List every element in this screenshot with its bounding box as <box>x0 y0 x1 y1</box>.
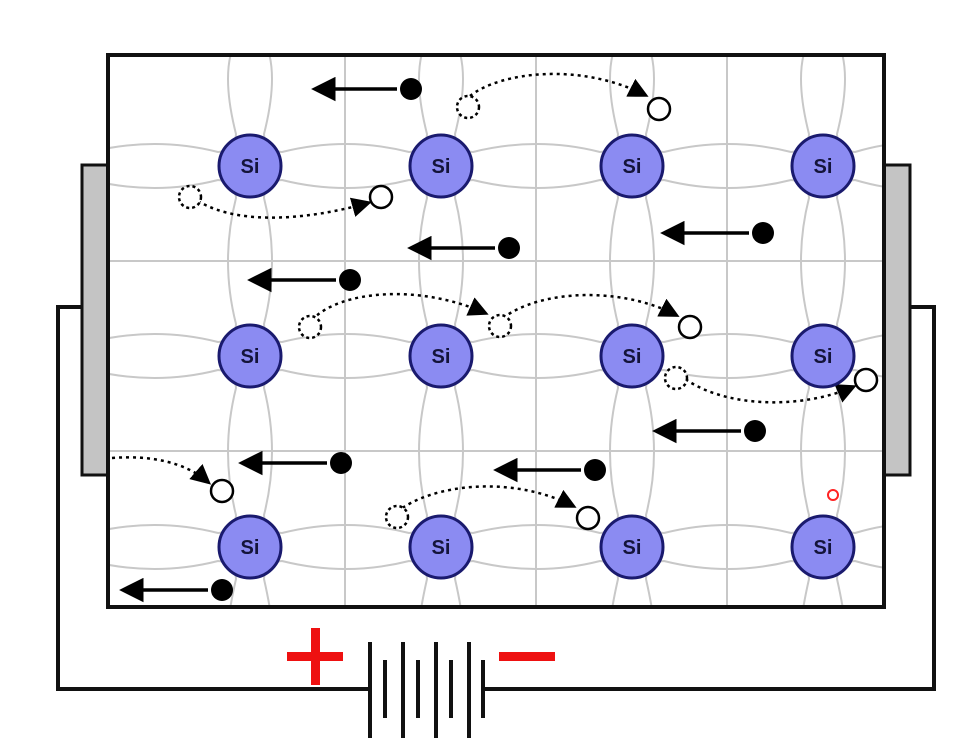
cursor-indicator <box>827 489 839 501</box>
electron-icon <box>498 237 520 259</box>
vacated-hole <box>177 184 203 210</box>
hole-icon <box>677 314 703 340</box>
hole-paths <box>111 72 857 513</box>
vacated-hole <box>487 313 513 339</box>
si-atom-label: Si <box>623 156 642 178</box>
silicon-atoms: Si Si Si Si Si Si Si Si Si Si Si Si <box>217 133 856 580</box>
hole-icon <box>575 505 601 531</box>
vacated-hole <box>663 365 689 391</box>
si-atom-label: Si <box>623 537 642 559</box>
positive-sign: + <box>287 628 343 685</box>
si-atom: Si <box>599 514 665 580</box>
crystal-border <box>106 53 886 609</box>
vacated-hole <box>297 314 323 340</box>
si-atom: Si <box>790 514 856 580</box>
hole-path-arrow <box>111 456 212 485</box>
hole-icon <box>209 478 235 504</box>
si-atom: Si <box>599 133 665 199</box>
vacated-hole <box>455 94 481 120</box>
hole-icon <box>646 96 672 122</box>
si-atom: Si <box>217 323 283 389</box>
left-electrode <box>80 163 110 477</box>
si-atom-label: Si <box>241 346 260 368</box>
si-atom-label: Si <box>623 346 642 368</box>
negative-sign: − <box>499 652 555 661</box>
si-atom: Si <box>217 133 283 199</box>
si-atom: Si <box>790 323 856 389</box>
hole-path-arrow <box>396 485 577 513</box>
hole-path-arrow <box>311 292 489 321</box>
hole-icon <box>368 184 394 210</box>
vacated-hole <box>384 504 410 530</box>
electron-icon <box>584 459 606 481</box>
hole-icon <box>853 367 879 393</box>
si-atom-label: Si <box>241 156 260 178</box>
electron-icon <box>339 269 361 291</box>
si-atom-label: Si <box>814 537 833 559</box>
right-electrode <box>882 163 912 477</box>
electron-icon <box>211 579 233 601</box>
si-atom-label: Si <box>432 156 451 178</box>
si-atom: Si <box>217 514 283 580</box>
si-atom-label: Si <box>814 156 833 178</box>
si-atom: Si <box>790 133 856 199</box>
battery-icon <box>368 642 485 738</box>
hole-path-arrow <box>469 72 649 97</box>
electrons <box>211 78 774 601</box>
circuit-wire <box>56 305 936 691</box>
electron-icon <box>752 222 774 244</box>
hole-path-arrow <box>191 195 372 219</box>
si-atom: Si <box>408 133 474 199</box>
si-atom: Si <box>408 323 474 389</box>
electron-icon <box>330 452 352 474</box>
electron-icon <box>400 78 422 100</box>
si-atom: Si <box>599 323 665 389</box>
si-atom-label: Si <box>814 346 833 368</box>
si-atom-label: Si <box>432 537 451 559</box>
si-atom-label: Si <box>241 537 260 559</box>
electron-icon <box>744 420 766 442</box>
holes <box>209 96 879 531</box>
si-atom-label: Si <box>432 346 451 368</box>
electron-arrows <box>119 76 749 603</box>
si-atom: Si <box>408 514 474 580</box>
vacated-holes <box>177 94 689 530</box>
